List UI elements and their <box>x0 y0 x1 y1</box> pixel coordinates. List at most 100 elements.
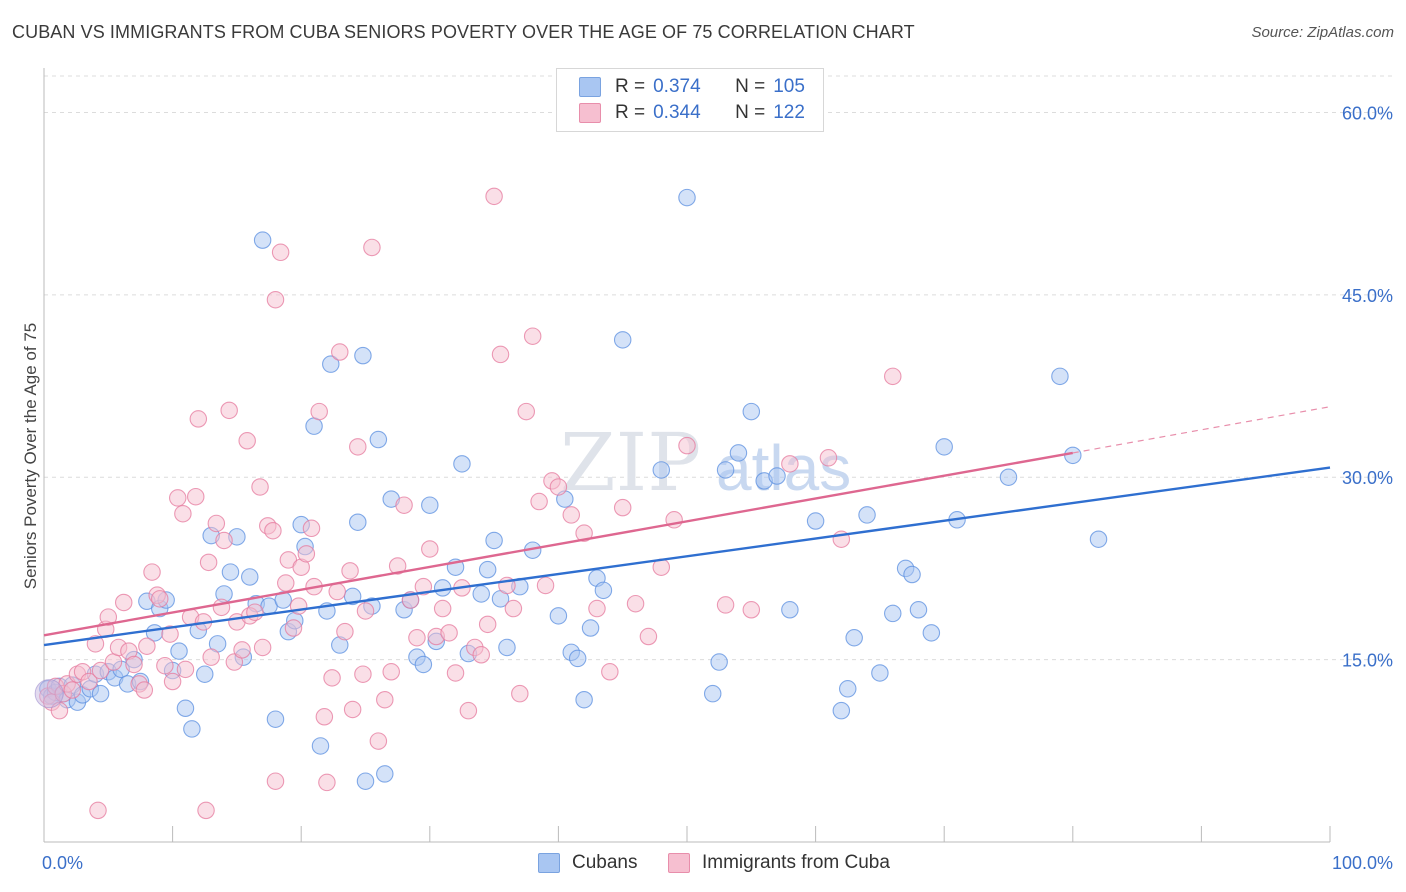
point-immigrants <box>284 619 303 637</box>
point-immigrants <box>199 553 218 572</box>
point-cubans <box>884 604 902 623</box>
point-immigrants <box>343 700 362 719</box>
point-immigrants <box>251 478 269 496</box>
point-immigrants <box>819 449 838 467</box>
point-cubans <box>568 649 587 668</box>
point-immigrants <box>485 187 503 206</box>
point-cubans <box>421 496 439 514</box>
point-immigrants <box>549 478 568 496</box>
point-cubans <box>1064 446 1082 465</box>
point-immigrants <box>207 514 226 533</box>
point-immigrants <box>536 576 555 595</box>
point-immigrants <box>125 655 143 674</box>
point-immigrants <box>336 622 354 641</box>
r-value: 0.344 <box>653 102 701 123</box>
point-cubans <box>871 664 889 682</box>
point-immigrants <box>369 732 388 750</box>
point-cubans <box>845 628 863 647</box>
point-cubans <box>903 565 921 584</box>
point-immigrants <box>504 599 523 618</box>
point-immigrants <box>414 577 433 596</box>
point-cubans <box>768 467 786 485</box>
point-immigrants <box>678 436 696 455</box>
point-immigrants <box>168 489 187 507</box>
point-cubans <box>742 402 761 421</box>
data-points <box>34 187 1108 820</box>
point-immigrants <box>138 637 156 655</box>
legend-row-cubans: R = 0.374 N = 105 <box>579 75 805 99</box>
point-immigrants <box>186 487 205 506</box>
point-cubans <box>858 506 876 524</box>
point-immigrants <box>613 498 632 517</box>
point-cubans <box>832 701 851 720</box>
point-immigrants <box>197 801 215 820</box>
point-cubans <box>594 581 613 600</box>
watermark: ZIP atlas <box>560 416 851 509</box>
stats-legend: R = 0.374 N = 105 R = 0.344 N = 122 <box>556 68 824 132</box>
point-cubans <box>498 638 516 657</box>
legend-item-immigrants: Immigrants from Cuba <box>668 852 890 874</box>
point-cubans <box>909 601 928 619</box>
point-cubans <box>369 430 388 449</box>
point-cubans <box>549 607 568 625</box>
point-cubans <box>253 231 272 249</box>
x-tick-label: 0.0% <box>42 853 83 873</box>
legend-swatch-cubans <box>538 853 560 873</box>
point-immigrants <box>63 681 82 699</box>
point-immigrants <box>86 635 105 653</box>
point-immigrants <box>266 772 285 790</box>
point-cubans <box>478 560 497 579</box>
n-value: 122 <box>773 102 805 123</box>
axes <box>43 68 1331 843</box>
point-cubans <box>414 655 433 674</box>
point-immigrants <box>356 602 375 620</box>
point-cubans <box>176 699 195 718</box>
point-immigrants <box>253 638 272 657</box>
point-cubans <box>1051 367 1069 386</box>
point-immigrants <box>478 615 497 634</box>
legend-item-cubans: Cubans <box>538 852 638 874</box>
point-immigrants <box>156 656 174 675</box>
point-immigrants <box>89 801 107 820</box>
point-cubans <box>305 417 323 435</box>
point-cubans <box>349 513 367 531</box>
point-immigrants <box>176 660 195 679</box>
point-immigrants <box>781 455 799 473</box>
point-immigrants <box>91 661 110 680</box>
legend-label-immigrants: Immigrants from Cuba <box>702 852 890 873</box>
r-label: R = <box>615 102 646 123</box>
point-cubans <box>356 772 375 790</box>
point-immigrants <box>189 410 208 428</box>
legend-swatch-immigrants <box>668 853 690 873</box>
point-cubans <box>781 601 799 619</box>
point-immigrants <box>354 665 372 683</box>
y-tick-label: 60.0% <box>1342 103 1393 123</box>
point-immigrants <box>376 690 394 709</box>
point-cubans <box>710 653 728 671</box>
point-immigrants <box>395 496 413 514</box>
point-immigrants <box>271 243 290 262</box>
point-immigrants <box>266 290 285 309</box>
source-label: Source: ZipAtlas.com <box>1251 24 1394 41</box>
point-cubans <box>376 765 394 783</box>
point-cubans <box>433 579 452 597</box>
trend-line-immigrants <box>43 451 1074 637</box>
y-tick-label: 30.0% <box>1342 468 1393 488</box>
point-immigrants <box>459 701 478 720</box>
tick-labels: 15.0% 30.0% 45.0% 60.0% 0.0% 100.0% <box>42 103 1393 873</box>
point-immigrants <box>472 646 490 664</box>
point-immigrants <box>388 557 407 575</box>
point-cubans <box>322 355 340 373</box>
point-cubans <box>91 684 110 703</box>
point-cubans <box>999 468 1018 486</box>
trend-line-cubans <box>43 466 1331 647</box>
point-immigrants <box>639 627 658 646</box>
point-immigrants <box>233 641 251 659</box>
trend-lines <box>43 406 1331 647</box>
point-immigrants <box>421 540 439 558</box>
point-immigrants <box>626 594 645 613</box>
point-immigrants <box>575 524 593 542</box>
point-immigrants <box>318 773 336 792</box>
point-cubans <box>241 568 259 586</box>
